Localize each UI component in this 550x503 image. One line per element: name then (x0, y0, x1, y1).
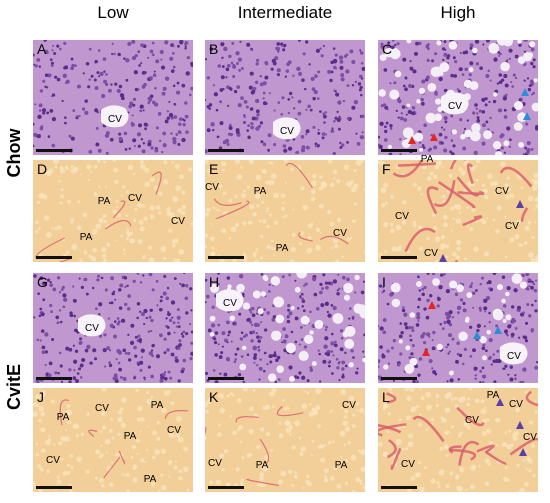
panel (33, 40, 193, 155)
panel-letter: K (209, 389, 219, 405)
region-label: CV (495, 186, 509, 197)
panel (205, 40, 365, 155)
region-label: CV (95, 403, 109, 414)
region-label: PA (98, 196, 111, 207)
region-label: CV (507, 351, 521, 362)
region-label: CV (342, 400, 356, 411)
region-label: PA (335, 460, 348, 471)
arrowhead (516, 200, 524, 208)
panel-letter: C (382, 41, 392, 57)
panel-background (33, 388, 193, 492)
row-label: CvitE (4, 364, 24, 410)
region-label: CV (46, 455, 60, 466)
region-label: CV (523, 432, 537, 443)
region-label: CV (333, 228, 347, 239)
arrowhead (519, 448, 527, 456)
panel-letter: L (382, 389, 390, 405)
scale-bar (36, 377, 72, 380)
scale-bar (208, 149, 244, 152)
region-label: CV (223, 298, 237, 309)
region-label: CV (465, 415, 479, 426)
panel (205, 388, 365, 492)
panel-letter: I (382, 274, 386, 290)
column-header: Low (97, 3, 129, 22)
region-label: PA (144, 474, 157, 485)
region-label: CV (171, 216, 185, 227)
arrowhead (422, 348, 430, 356)
arrowhead (439, 254, 447, 262)
arrowhead (430, 133, 438, 141)
scale-bar (36, 486, 72, 489)
region-label: CV (208, 458, 222, 469)
panel-background (205, 388, 365, 492)
region-label: PA (487, 390, 500, 401)
arrowhead (521, 88, 529, 96)
panel (33, 388, 193, 492)
panel-letter: G (37, 274, 48, 290)
panel-letter: E (209, 161, 218, 177)
region-label: CV (205, 182, 219, 193)
panel (205, 160, 365, 262)
region-label: PA (151, 400, 164, 411)
region-label: CV (128, 193, 142, 204)
panel-background (33, 40, 193, 155)
arrowhead (428, 301, 436, 309)
arrowhead (408, 136, 416, 144)
region-label: CV (424, 248, 438, 259)
region-label: CV (395, 211, 409, 222)
scale-bar (381, 256, 417, 259)
region-label: PA (124, 431, 137, 442)
region-label: CV (280, 126, 294, 137)
scale-bar (381, 486, 417, 489)
panel-letter: A (37, 41, 47, 57)
column-header: High (441, 3, 476, 22)
scale-bar (208, 256, 244, 259)
region-label: PA (421, 154, 434, 165)
arrowhead (494, 326, 502, 334)
panel (33, 160, 193, 262)
arrowhead (496, 398, 504, 406)
region-label: CV (401, 459, 415, 470)
panel-letter: D (37, 161, 47, 177)
region-label: PA (256, 460, 269, 471)
panel-letter: H (209, 274, 219, 290)
region-label: PA (276, 243, 289, 254)
panel (378, 40, 538, 155)
panel (205, 273, 365, 383)
region-label: CV (85, 323, 99, 334)
scale-bar (381, 377, 417, 380)
panel-background (205, 160, 365, 262)
region-label: PA (254, 186, 267, 197)
panel (378, 160, 538, 262)
region-label: CV (505, 221, 519, 232)
scale-bar (36, 256, 72, 259)
region-label: CV (448, 101, 462, 112)
region-label: CV (108, 114, 122, 125)
panel (378, 273, 538, 383)
arrowhead (473, 331, 481, 339)
region-label: PA (80, 232, 93, 243)
arrowhead (516, 421, 524, 429)
scale-bar (208, 377, 244, 380)
scale-bar (36, 149, 72, 152)
scale-bar (208, 486, 244, 489)
column-header: Intermediate (238, 3, 333, 22)
arrowhead (523, 112, 531, 120)
region-label: PA (57, 412, 70, 423)
panel-letter: B (209, 41, 218, 57)
region-label: CV (167, 425, 181, 436)
panel-letter: F (382, 161, 391, 177)
row-label: Chow (4, 128, 24, 178)
panel (33, 273, 193, 383)
panel-letter: J (37, 389, 44, 405)
scale-bar (381, 149, 417, 152)
region-label: CV (509, 399, 523, 410)
panel (378, 388, 538, 492)
